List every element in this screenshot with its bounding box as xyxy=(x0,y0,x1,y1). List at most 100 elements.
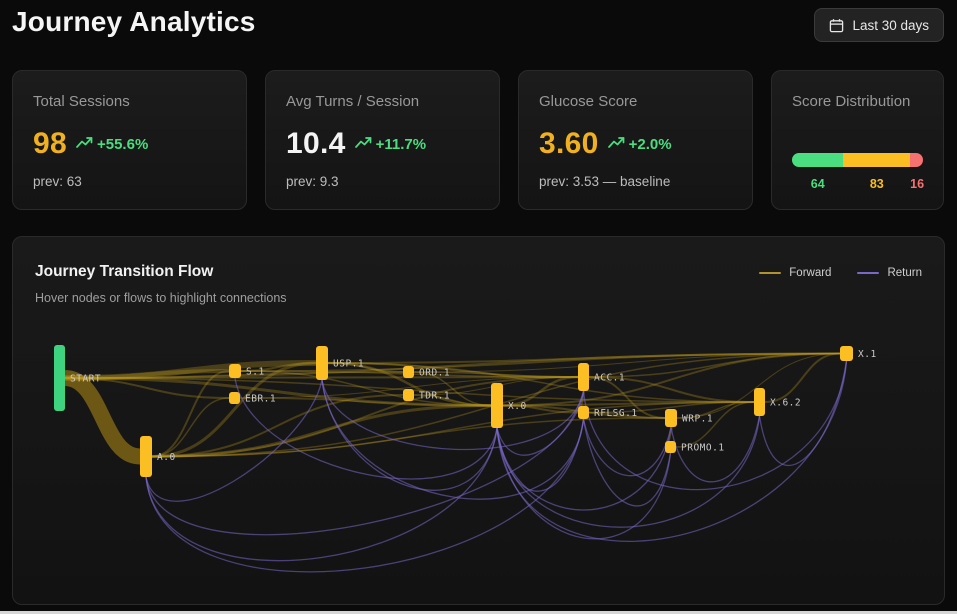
legend-item-forward: Forward xyxy=(759,267,831,279)
stat-value: 10.4 xyxy=(286,127,346,160)
flow-link-forward-ACC.1-WRP.1[interactable] xyxy=(588,376,666,419)
flow-link-forward-WRP.1-X.6.2[interactable] xyxy=(676,401,755,419)
flow-node-label-ORD.1: ORD.1 xyxy=(419,368,450,379)
stat-card-glucose-score: Glucose Score 3.60 +2.0% prev: 3.53 — ba… xyxy=(518,70,753,210)
stat-delta: +2.0% xyxy=(607,136,672,153)
flow-node-label-X.6.2: X.6.2 xyxy=(770,398,801,409)
flow-link-return-ACC.1-A.0[interactable] xyxy=(145,390,585,536)
stat-prev: prev: 3.53 — baseline xyxy=(539,174,671,189)
flow-link-forward-PROMO.1-X.6.2[interactable] xyxy=(675,401,755,448)
stat-card-total-sessions: Total Sessions 98 +55.6% prev: 63 xyxy=(12,70,247,210)
score-distribution-labels: 64 83 16 xyxy=(792,177,924,191)
flow-link-forward-X.0-X.1[interactable] xyxy=(502,352,841,407)
flow-node-ACC.1[interactable] xyxy=(578,363,589,391)
flow-link-forward-USP.1-X.0[interactable] xyxy=(327,361,492,407)
flow-node-USP.1[interactable] xyxy=(316,346,328,380)
flow-link-forward-X.6.2-X.1[interactable] xyxy=(764,352,841,403)
flow-link-forward-EBR.1-ACC.1[interactable] xyxy=(239,376,579,399)
flow-link-forward-START-X.1[interactable] xyxy=(64,352,841,379)
flow-link-forward-ACC.1-X.6.2[interactable] xyxy=(588,376,755,403)
flow-link-forward-RFLSG.1-WRP.1[interactable] xyxy=(588,411,666,419)
flow-link-return-WRP.1-X.0[interactable] xyxy=(496,426,672,511)
flow-link-forward-A.0-USP.1[interactable] xyxy=(151,361,317,458)
flow-link-forward-A.0-X.0[interactable] xyxy=(151,404,492,458)
flow-link-forward-A.0-EBR.1[interactable] xyxy=(151,397,230,458)
distribution-segment xyxy=(910,153,923,167)
flow-link-forward-ORD.1-ACC.1[interactable] xyxy=(413,371,579,378)
flow-link-forward-S.1-USP.1[interactable] xyxy=(240,362,317,372)
flow-link-forward-START-A.0[interactable] xyxy=(63,370,142,465)
stat-label: Total Sessions xyxy=(33,93,130,110)
stat-value: 3.60 xyxy=(539,127,599,160)
header: Journey Analytics Last 30 days xyxy=(0,0,957,56)
distribution-segment xyxy=(843,153,911,167)
flow-link-forward-USP.1-X.1[interactable] xyxy=(327,352,841,364)
flow-node-START[interactable] xyxy=(54,345,65,411)
flow-link-forward-A.0-X.6.2[interactable] xyxy=(151,401,755,458)
score-distribution-bar xyxy=(792,153,923,167)
flow-link-return-USP.1-A.0[interactable] xyxy=(145,379,323,502)
flow-link-forward-S.1-X.1[interactable] xyxy=(240,352,841,372)
flow-link-return-RFLSG.1-X.0[interactable] xyxy=(496,418,585,492)
flow-link-forward-X.0-ACC.1[interactable] xyxy=(502,375,579,407)
flow-node-PROMO.1[interactable] xyxy=(665,441,676,453)
flow-link-forward-TDR.1-X.0[interactable] xyxy=(413,394,492,407)
flow-node-WRP.1[interactable] xyxy=(665,409,677,427)
flow-link-forward-A.0-TDR.1[interactable] xyxy=(151,394,404,458)
flow-node-ORD.1[interactable] xyxy=(403,366,414,378)
flow-link-return-X.6.2-X.0[interactable] xyxy=(496,415,761,528)
flow-node-EBR.1[interactable] xyxy=(229,392,240,404)
flow-link-return-X.1-X.0[interactable] xyxy=(496,360,848,542)
legend-label: Return xyxy=(887,267,922,279)
flow-link-return-RFLSG.1-USP.1[interactable] xyxy=(321,379,585,500)
flow-link-forward-X.0-X.6.2[interactable] xyxy=(502,401,755,407)
flow-link-forward-ACC.1-X.1[interactable] xyxy=(588,352,841,378)
stat-prev: prev: 63 xyxy=(33,174,82,189)
flow-node-TDR.1[interactable] xyxy=(403,389,414,401)
flow-node-label-TDR.1: TDR.1 xyxy=(419,391,450,402)
flow-node-RFLSG.1[interactable] xyxy=(578,406,589,419)
flow-link-forward-S.1-X.0[interactable] xyxy=(240,370,492,407)
distribution-segment xyxy=(792,153,844,167)
flow-link-forward-START-X.0[interactable] xyxy=(64,376,492,407)
flow-link-forward-A.0-S.1[interactable] xyxy=(151,370,230,458)
flow-link-forward-USP.1-ORD.1[interactable] xyxy=(327,362,404,373)
flow-link-return-X.0-S.1[interactable] xyxy=(234,377,498,480)
flow-link-return-PROMO.1-RFLSG.1[interactable] xyxy=(582,418,672,507)
stat-label: Glucose Score xyxy=(539,93,638,110)
flow-link-forward-USP.1-ACC.1[interactable] xyxy=(327,362,579,378)
flow-node-X.1[interactable] xyxy=(840,346,853,361)
flow-node-X.6.2[interactable] xyxy=(754,388,765,416)
flow-link-forward-USP.1-X.6.2[interactable] xyxy=(327,362,755,403)
date-range-button[interactable]: Last 30 days xyxy=(814,8,944,42)
flow-node-S.1[interactable] xyxy=(229,364,241,378)
flow-link-forward-A.0-ACC.1[interactable] xyxy=(151,376,579,458)
stat-label: Avg Turns / Session xyxy=(286,93,420,110)
flow-link-forward-START-S.1[interactable] xyxy=(64,369,230,380)
flow-link-return-RFLSG.1-A.0[interactable] xyxy=(145,418,585,573)
flow-link-return-X.6.2-WRP.1[interactable] xyxy=(670,415,761,483)
flow-link-forward-RFLSG.1-X.6.2[interactable] xyxy=(588,401,755,414)
stat-prev: prev: 9.3 xyxy=(286,174,339,189)
stat-label: Score Distribution xyxy=(792,93,911,110)
flow-node-A.0[interactable] xyxy=(140,436,152,477)
flow-link-return-ACC.1-USP.1[interactable] xyxy=(321,379,585,451)
flow-link-forward-EBR.1-X.0[interactable] xyxy=(239,397,492,407)
flow-link-return-PROMO.1-X.0[interactable] xyxy=(496,427,672,540)
flow-link-return-WRP.1-RFLSG.1[interactable] xyxy=(582,418,672,477)
flow-link-return-X.1-ACC.1[interactable] xyxy=(582,360,848,491)
flow-link-forward-START-USP.1[interactable] xyxy=(64,360,317,381)
flow-node-label-ACC.1: ACC.1 xyxy=(594,373,625,384)
flow-node-X.0[interactable] xyxy=(491,383,503,428)
flow-link-forward-ORD.1-X.1[interactable] xyxy=(413,353,841,373)
trending-up-icon xyxy=(354,136,372,153)
flow-node-label-A.0: A.0 xyxy=(157,452,176,463)
flow-link-forward-ORD.1-X.0[interactable] xyxy=(413,371,492,407)
flow-link-forward-START-EBR.1[interactable] xyxy=(64,377,230,399)
flow-link-forward-WRP.1-X.1[interactable] xyxy=(676,353,841,419)
page-title: Journey Analytics xyxy=(12,6,256,37)
legend-label: Forward xyxy=(789,267,832,279)
flow-node-label-S.1: S.1 xyxy=(246,367,265,378)
flow-link-return-X.0-A.0[interactable] xyxy=(145,427,498,562)
flow-link-forward-X.0-RFLSG.1[interactable] xyxy=(502,404,579,414)
